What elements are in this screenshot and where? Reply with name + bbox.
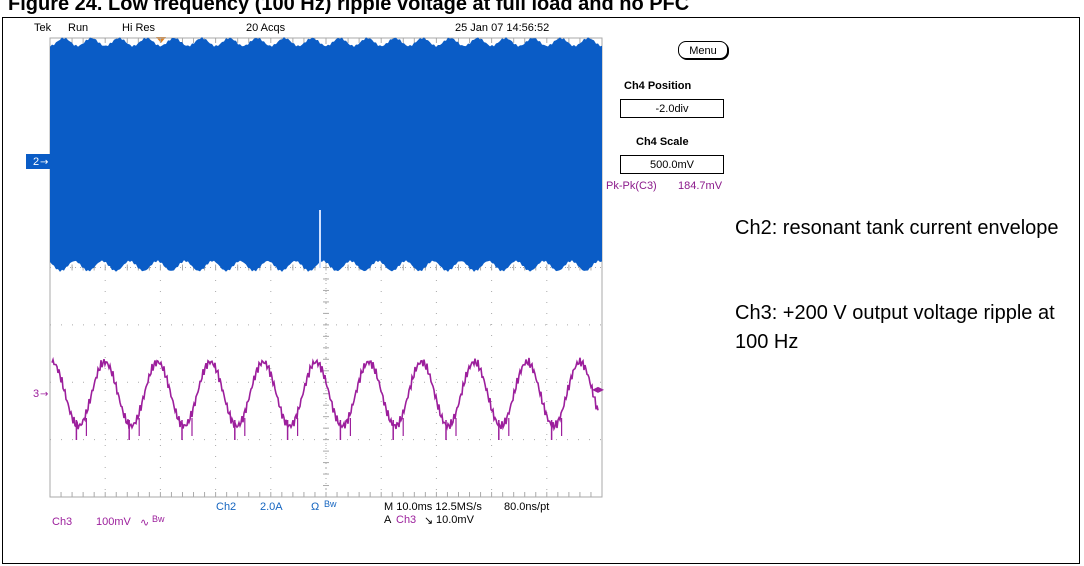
svg-text:→: → [40,157,48,168]
figure-frame [2,17,1080,564]
trigger-level: 10.0mV [436,514,474,526]
ch2-scale: 2.0A [260,501,283,513]
measurement-value: 184.7mV [678,180,723,192]
ch2-ground-marker: 2 → [26,154,50,169]
acquisition-count: 20 Acqs [246,22,286,34]
brand-label: Tek [34,22,52,34]
ch3-edge-arrow-icon: ◂▸ [592,382,604,396]
record-readout: 80.0ns/pt [504,501,550,513]
trigger-line [319,210,321,268]
ch4-scale-label: Ch4 Scale [636,136,689,148]
ch4-scale-value[interactable]: 500.0mV [620,155,724,174]
ch2-bandwidth-icon: Bw [324,499,337,509]
date-time: 25 Jan 07 14:56:52 [455,22,550,34]
ch3-scale: 100mV [96,516,131,528]
trigger-prefix: A [384,514,392,526]
acquisition-mode: Hi Res [122,22,156,34]
ch3-name: Ch3 [52,516,73,528]
page-title: Figure 24. Low frequency (100 Hz) ripple… [8,0,690,15]
ch3-waveform [51,356,599,432]
timebase-readout: M 10.0ms 12.5MS/s [384,501,482,513]
ch2-annotation: Ch2: resonant tank current envelope [735,217,1059,239]
trigger-source: Ch3 [396,514,417,526]
ch2-waveform-envelope [50,37,602,272]
ch4-position-value[interactable]: -2.0div [620,99,724,118]
svg-text:→: → [40,389,48,400]
menu-button[interactable]: Menu [678,41,728,59]
measurement-label: Pk-Pk(C3) [606,180,657,192]
ch2-marker-label: 2 [33,156,39,168]
ch3-annotation: Ch3: +200 V output voltage ripple at 100… [735,302,1055,353]
ch3-bandwidth-icon: Bw [152,514,165,524]
run-status: Run [68,22,89,34]
ch3-ground-marker: 3 → [33,388,48,400]
trigger-slope-icon: ↘ [424,515,434,527]
ch2-unit-icon: Ω [311,501,320,513]
ch2-name: Ch2 [216,501,237,513]
ch3-waveform-spikes [75,418,563,440]
ch3-coupling-icon: ∿ [140,517,150,529]
ch4-position-label: Ch4 Position [624,80,692,92]
ch3-marker-label: 3 [33,388,39,400]
